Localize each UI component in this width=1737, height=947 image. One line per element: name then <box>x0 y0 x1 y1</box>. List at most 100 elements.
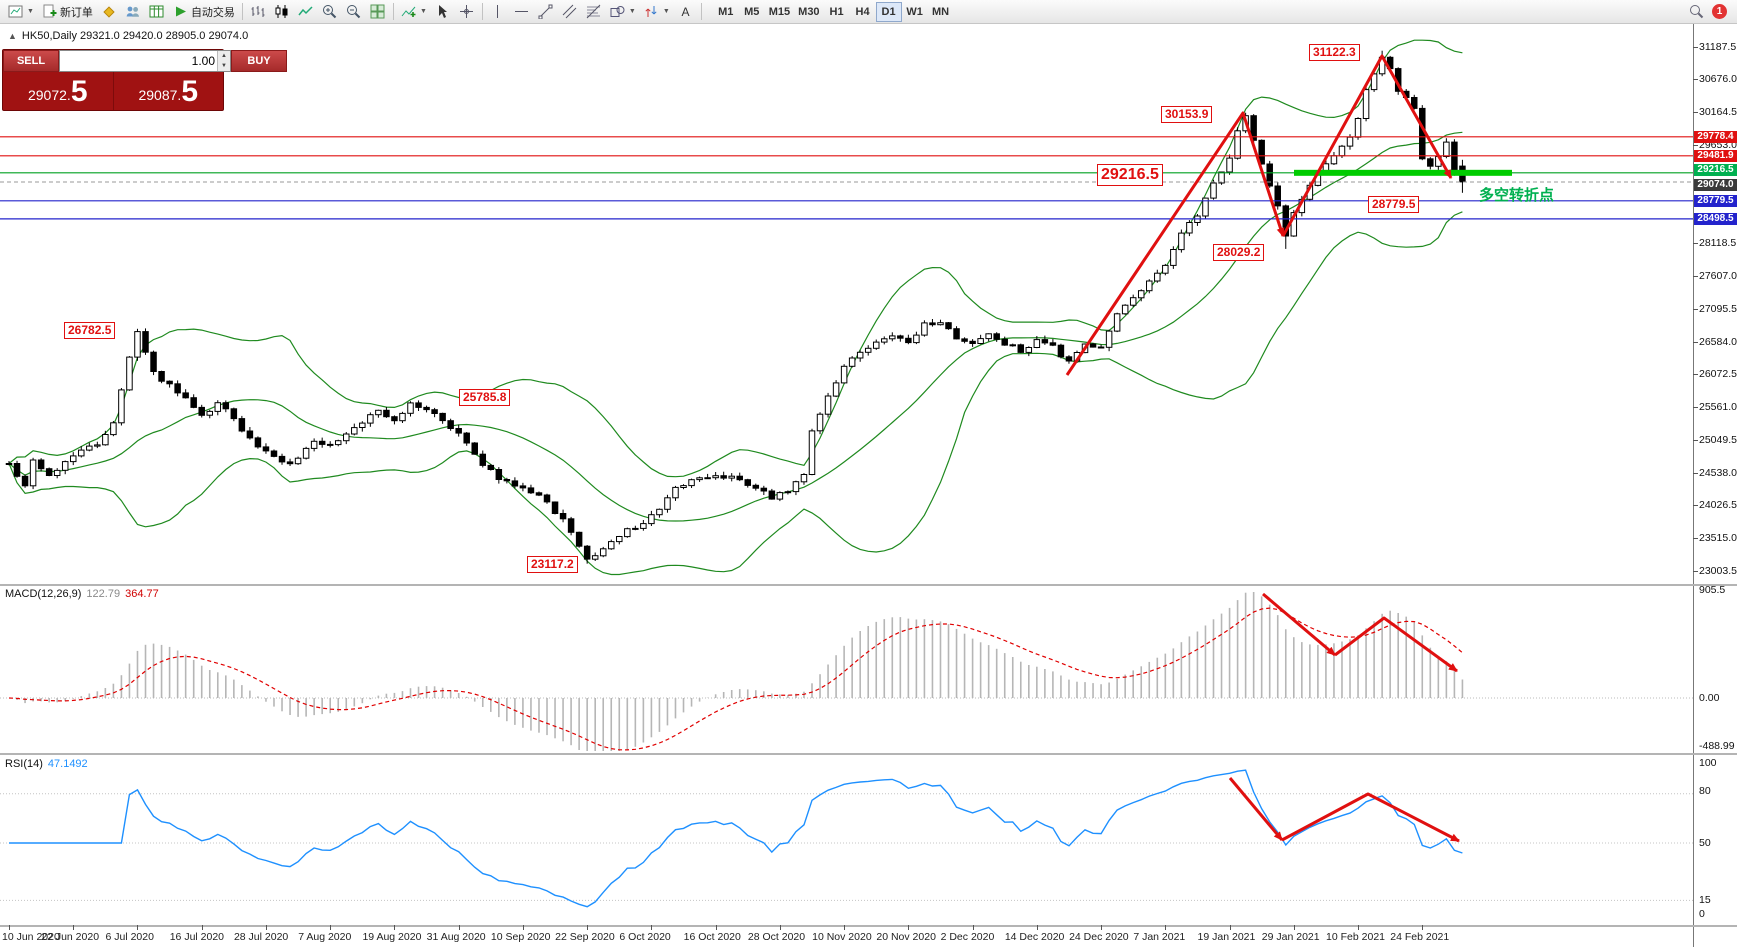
rsi-panel[interactable] <box>0 755 1693 925</box>
date-axis-tick <box>1422 925 1424 930</box>
timeframe-H4[interactable]: H4 <box>850 2 876 22</box>
date-axis-label: 6 Jul 2020 <box>105 931 154 943</box>
price-callout[interactable]: 30153.9 <box>1161 106 1213 123</box>
new-order-button[interactable]: 新订单 <box>38 1 97 22</box>
vertical-line-icon <box>497 5 499 18</box>
date-axis-label: 22 Jun 2020 <box>41 931 100 943</box>
text-tool-button[interactable]: A <box>674 1 698 22</box>
price-callout[interactable]: 26782.5 <box>64 322 116 339</box>
timeframe-group: M1 M5 M15 M30 H1 H4 D1 W1 MN <box>713 1 954 22</box>
date-axis-tick <box>201 925 203 930</box>
price-callout[interactable]: 23117.2 <box>527 556 578 573</box>
new-chart-icon <box>8 5 23 18</box>
shapes-tool-button[interactable]: ▼ <box>606 1 640 22</box>
price-callout[interactable]: 31122.3 <box>1309 44 1360 61</box>
price-callout[interactable]: 28779.5 <box>1368 196 1420 213</box>
channel-tool-button[interactable] <box>558 1 582 22</box>
panel-divider-main-macd[interactable] <box>0 584 1737 586</box>
date-axis-tick <box>9 925 10 930</box>
shapes-icon <box>610 6 625 17</box>
zoom-in-button[interactable] <box>318 1 342 22</box>
volume-decrease-button[interactable]: ▼ <box>218 61 230 71</box>
new-order-label: 新订单 <box>59 6 93 19</box>
price-axis-label: 23003.5 <box>1699 565 1737 578</box>
line-chart-icon <box>298 6 313 16</box>
main-chart-panel[interactable] <box>0 24 1693 584</box>
rsi-value: 47.1492 <box>47 758 88 770</box>
timeframe-M1[interactable]: M1 <box>713 2 739 22</box>
timeframe-H1[interactable]: H1 <box>824 2 850 22</box>
autotrading-button[interactable]: 自动交易 <box>169 1 239 22</box>
indicators-button[interactable]: ▼ <box>397 1 431 22</box>
panel-divider-macd-rsi[interactable] <box>0 753 1737 755</box>
buy-button[interactable]: BUY <box>231 50 287 72</box>
new-chart-button[interactable]: ▼ <box>4 1 38 22</box>
price-callout[interactable]: 29216.5 <box>1097 164 1163 186</box>
date-axis-label: 7 Jan 2021 <box>1133 931 1186 943</box>
rsi-axis-label: 100 <box>1699 757 1717 769</box>
chevron-down-icon: ▼ <box>662 8 670 15</box>
search-icon[interactable] <box>1689 4 1704 19</box>
vertical-line-tool-button[interactable] <box>486 1 510 22</box>
annotation-note[interactable]: 多空转折点 <box>1479 187 1555 204</box>
zoom-out-button[interactable] <box>342 1 366 22</box>
toolbar-right-group: 1 <box>1689 4 1733 19</box>
tile-windows-button[interactable] <box>366 1 390 22</box>
price-axis-tick <box>1693 144 1698 146</box>
date-axis-tick <box>1229 925 1231 930</box>
price-axis-label: 30676.0 <box>1699 73 1737 86</box>
data-window-button[interactable] <box>145 1 169 22</box>
macd-main-value: 122.79 <box>86 588 121 600</box>
price-callout[interactable]: 28029.2 <box>1213 244 1265 261</box>
arrows-icon <box>645 6 657 17</box>
timeframe-M5[interactable]: M5 <box>739 2 765 22</box>
date-axis-tick <box>73 925 75 930</box>
price-axis-tick <box>1693 571 1698 573</box>
toolbar: ▼ 新订单 自动交易 <box>0 0 1737 24</box>
candlestick-mode-button[interactable] <box>270 1 294 22</box>
profiles-button[interactable] <box>121 1 145 22</box>
horizontal-line-tool-button[interactable] <box>510 1 534 22</box>
date-axis-label: 10 Nov 2020 <box>812 931 872 943</box>
timeframe-D1[interactable]: D1 <box>875 1 902 22</box>
date-axis-label: 31 Aug 2020 <box>426 931 486 943</box>
buy-price-small: 29087. <box>138 87 182 103</box>
trendline-tool-button[interactable] <box>534 1 558 22</box>
line-chart-mode-button[interactable] <box>294 1 318 22</box>
price-axis-tick <box>1693 538 1698 540</box>
crosshair-button[interactable] <box>455 1 479 22</box>
date-axis-tick <box>972 925 974 930</box>
macd-panel[interactable] <box>0 586 1693 753</box>
notifications-badge[interactable]: 1 <box>1712 4 1727 19</box>
chevron-down-icon: ▼ <box>27 8 34 15</box>
arrows-tool-button[interactable]: ▼ <box>640 1 674 22</box>
date-axis-tick <box>651 925 653 930</box>
text-icon: A <box>682 5 690 19</box>
price-axis-marker: 29216.5 <box>1694 163 1737 176</box>
price-axis-tick <box>1693 112 1698 114</box>
timeframe-M30[interactable]: M30 <box>794 2 823 22</box>
crosshair-icon <box>460 5 474 18</box>
sell-price[interactable]: 29072. 5 <box>3 72 113 110</box>
rsi-axis-label: 0 <box>1699 908 1705 920</box>
mql5-diamond-icon <box>103 6 116 18</box>
toolbar-separator <box>241 3 243 20</box>
volume-increase-button[interactable]: ▲ <box>218 51 230 61</box>
fibonacci-tool-button[interactable] <box>582 1 606 22</box>
mql5-button[interactable] <box>97 1 121 22</box>
macd-signal-value: 364.77 <box>125 588 159 600</box>
price-callout[interactable]: 25785.8 <box>459 389 511 406</box>
buy-price[interactable]: 29087. 5 <box>112 72 224 110</box>
sell-button[interactable]: SELL <box>3 50 59 72</box>
horizontal-line-icon <box>515 11 529 12</box>
chart-symbol-icon: ▲ <box>8 31 17 41</box>
timeframe-M15[interactable]: M15 <box>765 2 794 22</box>
cursor-button[interactable] <box>431 1 455 22</box>
volume-input[interactable] <box>60 51 217 71</box>
timeframe-MN[interactable]: MN <box>928 2 954 22</box>
timeframe-W1[interactable]: W1 <box>902 2 928 22</box>
bar-chart-mode-button[interactable] <box>246 1 270 22</box>
date-axis-tick <box>394 925 396 930</box>
sell-price-big-digit: 5 <box>70 75 88 108</box>
